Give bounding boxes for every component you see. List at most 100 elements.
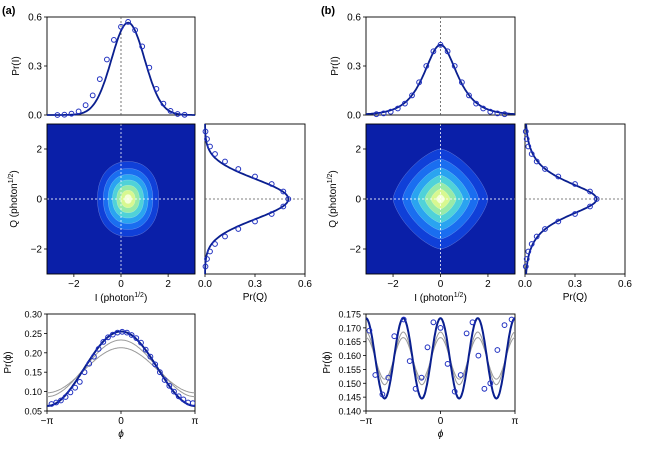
b_map-xlabel-close: ): [463, 293, 466, 304]
a_phase-data-point: [67, 389, 74, 396]
b_phase-ytick-label: 0.145: [338, 393, 361, 403]
b_prI-data-point: [387, 108, 394, 115]
b_prI-data-point: [409, 92, 415, 99]
b_prI-model-curve: [365, 43, 516, 115]
b_phase-ytick-label: 0.170: [338, 323, 361, 333]
b_prQ-data-point: [572, 211, 578, 217]
b_map-xtick-label: −2: [387, 279, 399, 290]
a_phase-plot-area: [47, 328, 195, 407]
b_prQ-data-point: [525, 143, 532, 150]
a_phase-data-point: [76, 379, 83, 385]
b_phase-xtick-label: π: [512, 416, 519, 427]
a_phase-ytick-label: 0.20: [24, 348, 42, 358]
b_map-ylabel-main: Q (photon: [328, 183, 339, 227]
a_phase-data-point: [152, 361, 159, 368]
b_prQ-data-point: [523, 136, 530, 142]
a_prI-data-point: [132, 27, 139, 34]
b_prQ-data-point: [533, 158, 540, 165]
a_phase-data-point: [58, 397, 64, 404]
a_phase-data-point: [171, 388, 177, 395]
panel-label-b: (b): [321, 5, 335, 17]
a_phase-data-point: [105, 334, 111, 341]
a_prI-data-point: [160, 100, 167, 107]
b_prQ-data-point: [593, 196, 600, 202]
a_phase-data-point: [86, 360, 93, 367]
b_map-xtick-label: 0: [438, 279, 444, 290]
a_map-ytick-label: −2: [31, 245, 43, 256]
panel-label-a: (a): [2, 5, 16, 17]
a_prQ-data-point: [222, 158, 228, 165]
a_prI-data-point: [167, 108, 174, 114]
a_phase-data-point: [128, 332, 135, 338]
a_phase-data-point: [133, 335, 140, 342]
b_phase-data-point: [372, 372, 379, 378]
a_prQ-xtick-label: 0.3: [248, 279, 262, 290]
a_phase-data-point: [91, 353, 97, 360]
b_prQ-data-point: [528, 151, 535, 157]
b_phase-data-point: [475, 352, 482, 359]
a_phase-data-point: [138, 339, 144, 346]
b_phase-ytick-label: 0.175: [338, 310, 361, 320]
b_map-ylabel: Q (photon1/2): [327, 170, 339, 228]
b_phase-data-point: [444, 361, 451, 367]
b_prQ-data-point: [522, 263, 529, 270]
a_prI-data-point: [61, 111, 68, 118]
a_prQ-data-point: [268, 211, 275, 217]
b_prQ-data-point: [522, 128, 529, 135]
b_phase-data-point: [463, 330, 470, 337]
a_phase-data-point: [100, 339, 107, 345]
a_prI-ytick-label: 0.6: [28, 13, 42, 24]
b_map-ylabel-exp: 1/2: [327, 173, 334, 183]
b_phase-series-gray1: [366, 331, 515, 386]
a_map-ylabel-exp: 1/2: [8, 173, 15, 183]
a_prI-data-point: [118, 23, 124, 30]
a_phase-ytick-label: 0.25: [24, 329, 42, 339]
b_prQ-data-point: [542, 166, 548, 172]
b_prQ-xtick-label: 0.3: [568, 279, 582, 290]
a_phase-xlabel: ϕ: [118, 429, 124, 440]
b_prQ-data-point: [523, 256, 530, 262]
b_map-contours: [366, 124, 515, 274]
a_prI-data-point: [75, 108, 82, 115]
a_map-xtick-label: 2: [165, 279, 171, 290]
b_prI-data-point: [473, 100, 480, 107]
b_phase-data-point: [469, 319, 476, 326]
b_prI-ylabel: Pr(I): [330, 56, 341, 75]
b_phase-data-point: [437, 325, 444, 331]
b_phase-data-point: [457, 372, 464, 378]
a_phase-data-point: [175, 393, 182, 400]
b_prQ-data-point: [542, 226, 548, 232]
a_prQ-data-point: [280, 188, 287, 195]
b_prI-data-point: [480, 105, 487, 112]
a_prQ-data-point: [207, 143, 213, 150]
a_phase-xtick-label: π: [192, 416, 199, 427]
b_prQ-xlabel: Pr(Q): [563, 292, 587, 303]
b_phase-data-point: [400, 316, 407, 323]
a_phase-ytick-label: 0.05: [24, 407, 42, 417]
b_phase-plot-area: [366, 316, 515, 400]
a_prQ-data-point: [268, 181, 275, 187]
panel-b-pr-q: 0.0 0.3 0.6 Pr(Q): [518, 123, 632, 303]
a_phase-data-point: [72, 384, 78, 391]
a_phase-ylabel: Pr(ϕ): [3, 351, 14, 373]
b_phase-data-point: [391, 333, 398, 340]
a_prI-ytick-label: 0.0: [28, 111, 42, 122]
a_prI-data-point: [174, 111, 181, 117]
b_phase-ytick-label: 0.160: [338, 351, 361, 361]
b_prI-data-point: [394, 105, 401, 112]
a_prQ-xlabel: Pr(Q): [243, 292, 267, 303]
b_prI-data-point: [494, 110, 501, 117]
panel-b-iq-map: −202−2 0 2I (photon1/2)Q (photon1/2): [327, 123, 516, 304]
b_prQ-data-point: [533, 233, 540, 240]
a_map-ytick-label: 0: [36, 195, 42, 206]
a_prI-data-point: [181, 111, 188, 118]
a_prI-data-point: [146, 64, 153, 71]
a_prQ-data-point: [252, 173, 258, 180]
b_phase-data-point: [430, 319, 437, 326]
b_prQ-xtick-label: 0.0: [518, 279, 532, 290]
a_phase-series-gray1: [47, 347, 195, 394]
a_prI-data-point: [82, 102, 89, 109]
b_phase-xtick-label: −π: [360, 416, 373, 427]
b_phase-ytick-label: 0.155: [338, 365, 361, 375]
b_prQ-data-point: [587, 203, 593, 210]
